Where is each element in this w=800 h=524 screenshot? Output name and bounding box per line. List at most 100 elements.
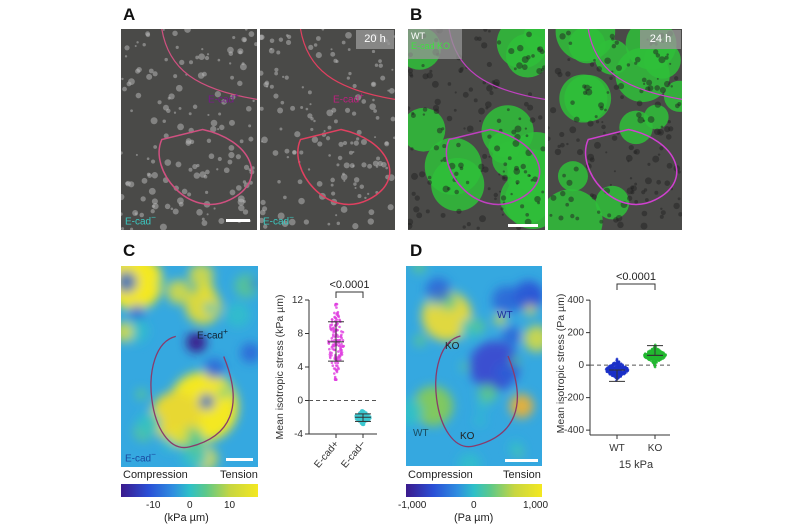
cell [219,124,225,131]
cell [331,191,336,196]
cell [501,213,504,216]
cell [239,63,247,71]
cell [367,163,373,169]
cell [205,169,210,175]
cell [664,80,671,88]
cell [474,36,479,41]
cell [597,210,601,214]
y-tick-label: 0 [578,360,584,371]
cell [360,138,367,146]
cell [298,197,305,205]
cell [281,220,289,227]
cell [666,53,669,56]
data-point [651,349,655,352]
cell [496,118,502,124]
cell [527,104,534,111]
cell [221,98,227,105]
cell [175,45,179,49]
cell [582,90,588,95]
data-point [338,325,341,329]
cell [148,68,154,74]
cell [634,56,641,63]
cell [173,111,177,114]
cell [124,55,128,58]
scale-bar-a [226,219,250,222]
cell [345,31,352,39]
cell [128,181,135,188]
data-point [332,372,336,375]
cell [643,82,646,86]
cell [434,98,441,106]
cell [132,210,139,217]
cell [315,52,322,59]
cell [223,167,230,174]
cell [641,77,647,83]
cell [410,113,416,119]
data-point [329,327,333,331]
cell [196,209,203,216]
cell [193,172,200,179]
cell [326,109,334,117]
cell [569,126,577,134]
boundary-outline [299,29,395,100]
cell [283,195,287,200]
cell [462,225,466,229]
cell [516,62,523,69]
cell [372,160,379,167]
cell [321,29,325,31]
cell [487,134,492,139]
cell [228,119,235,126]
cell [609,33,615,39]
cell [181,188,188,195]
y-tick-label: 8 [297,329,303,340]
cell [284,75,289,80]
cell [566,30,571,36]
cell [427,175,432,180]
cell [384,141,390,147]
cell [274,67,279,72]
colorbar-d [406,484,542,497]
panel-label-b: B [410,5,423,24]
cell [413,206,420,213]
cell [284,148,290,154]
data-point [335,311,339,315]
cell [145,31,151,37]
cell [636,112,642,118]
cell [351,111,357,116]
cell [528,174,531,177]
cell [232,35,236,40]
data-point [338,344,341,347]
data-point [366,413,370,417]
cell [576,138,580,142]
boundary-outline [445,128,541,206]
cell [218,218,225,224]
cell [341,173,348,181]
cell [511,129,517,135]
data-point [337,350,340,353]
data-point [333,338,336,342]
cell [603,131,606,135]
cell [540,146,545,152]
cell [454,189,459,195]
cell [300,105,304,109]
cell [669,62,672,65]
cell [503,162,508,167]
stress-blob [198,393,215,410]
cell [218,112,222,116]
data-point [341,339,345,342]
cell [565,202,570,207]
cell [393,136,395,140]
cell [370,81,377,87]
cell [459,66,464,71]
cell [130,109,133,113]
cell [341,40,346,45]
data-point [358,417,361,420]
cell [493,79,500,87]
cell [134,45,137,48]
cell [369,103,376,110]
stress-blob [495,363,515,383]
cell [242,200,246,203]
cell [525,212,530,217]
cell [534,195,541,203]
